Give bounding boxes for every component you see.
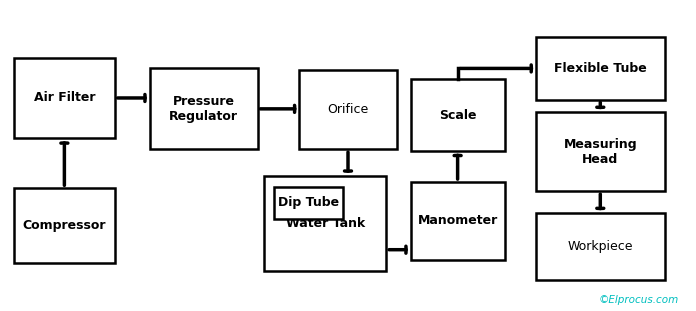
Text: Dip Tube: Dip Tube xyxy=(278,197,339,209)
Bar xyxy=(536,37,665,100)
Bar xyxy=(264,176,386,271)
Text: Measuring
Head: Measuring Head xyxy=(564,137,637,166)
Bar xyxy=(274,187,343,219)
Bar xyxy=(411,182,505,260)
Text: Pressure
Regulator: Pressure Regulator xyxy=(169,95,238,123)
Text: Water Tank: Water Tank xyxy=(286,217,365,230)
Text: Workpiece: Workpiece xyxy=(567,240,633,253)
Bar xyxy=(299,70,397,149)
Text: Manometer: Manometer xyxy=(418,214,498,227)
Bar xyxy=(150,68,258,149)
Text: Scale: Scale xyxy=(439,109,476,122)
Bar xyxy=(536,112,665,191)
Text: Flexible Tube: Flexible Tube xyxy=(554,62,647,75)
Bar xyxy=(14,58,115,138)
Text: ©Elprocus.com: ©Elprocus.com xyxy=(599,295,679,305)
Bar xyxy=(14,188,115,263)
Text: Compressor: Compressor xyxy=(23,219,106,232)
Text: Air Filter: Air Filter xyxy=(33,91,95,104)
Text: Orifice: Orifice xyxy=(327,103,369,116)
Bar xyxy=(536,213,665,280)
Bar xyxy=(411,79,505,151)
